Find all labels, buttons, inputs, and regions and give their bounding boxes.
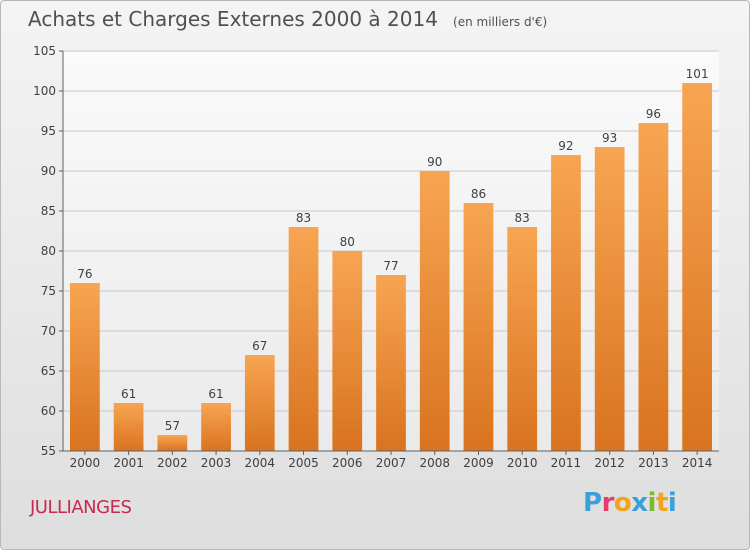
bar xyxy=(69,283,100,451)
bar xyxy=(201,403,231,451)
y-tick-label: 55 xyxy=(41,444,56,458)
x-tick-label: 2006 xyxy=(332,456,363,470)
logo-letter: i xyxy=(647,488,657,518)
data-label: 57 xyxy=(165,419,180,433)
bar xyxy=(157,435,188,451)
x-tick-label: 2009 xyxy=(463,456,494,470)
logo-letter: r xyxy=(601,488,615,518)
data-label: 92 xyxy=(558,139,573,153)
x-tick-label: 2013 xyxy=(638,456,669,470)
data-label: 61 xyxy=(121,387,136,401)
data-label: 67 xyxy=(252,339,267,353)
data-label: 83 xyxy=(515,211,530,225)
data-label: 61 xyxy=(208,387,223,401)
bar xyxy=(288,227,319,451)
y-tick-label: 105 xyxy=(33,44,56,58)
y-tick-label: 70 xyxy=(41,324,56,338)
x-tick-label: 2008 xyxy=(419,456,450,470)
x-tick-label: 2000 xyxy=(70,456,101,470)
y-tick-label: 85 xyxy=(41,204,56,218)
data-label: 76 xyxy=(77,267,92,281)
data-label: 90 xyxy=(427,155,442,169)
y-tick-label: 80 xyxy=(41,244,56,258)
data-label: 101 xyxy=(686,67,709,81)
x-tick-label: 2004 xyxy=(245,456,276,470)
x-tick-label: 2001 xyxy=(113,456,144,470)
y-tick-label: 90 xyxy=(41,164,56,178)
logo-letter: t xyxy=(655,488,668,518)
x-tick-label: 2012 xyxy=(594,456,625,470)
data-label: 83 xyxy=(296,211,311,225)
title-row: Achats et Charges Externes 2000 à 2014 (… xyxy=(28,7,547,31)
bar xyxy=(682,83,713,451)
data-label: 77 xyxy=(383,259,398,273)
y-tick-label: 100 xyxy=(33,84,56,98)
x-tick-label: 2002 xyxy=(157,456,188,470)
bar xyxy=(507,227,538,451)
x-tick-label: 2005 xyxy=(288,456,319,470)
bar xyxy=(376,275,406,451)
chart-subtitle: (en milliers d'€) xyxy=(453,15,548,29)
bar xyxy=(244,355,275,451)
bar xyxy=(551,155,581,451)
bar xyxy=(332,251,363,451)
data-label: 93 xyxy=(602,131,617,145)
x-tick-label: 2011 xyxy=(551,456,582,470)
y-tick-label: 75 xyxy=(41,284,56,298)
x-tick-label: 2003 xyxy=(201,456,232,470)
bar xyxy=(113,403,144,451)
y-tick-label: 65 xyxy=(41,364,56,378)
x-tick-label: 2014 xyxy=(682,456,713,470)
y-tick-label: 95 xyxy=(41,124,56,138)
logo-letter: x xyxy=(631,488,648,518)
bar xyxy=(638,123,669,451)
bar xyxy=(463,203,494,451)
y-tick-label: 60 xyxy=(41,404,56,418)
data-label: 96 xyxy=(646,107,661,121)
x-tick-label: 2007 xyxy=(376,456,407,470)
bar xyxy=(419,171,450,451)
proxiti-logo: Proxiti xyxy=(583,488,677,518)
logo-letter: i xyxy=(667,488,677,518)
data-label: 80 xyxy=(340,235,355,249)
data-label: 86 xyxy=(471,187,486,201)
x-tick-label: 2010 xyxy=(507,456,538,470)
logo-letter: P xyxy=(583,488,602,518)
bar xyxy=(594,147,625,451)
commune-name: JULLIANGES xyxy=(30,497,132,518)
logo-letter: o xyxy=(613,488,632,518)
chart-title: Achats et Charges Externes 2000 à 2014 xyxy=(28,7,438,31)
